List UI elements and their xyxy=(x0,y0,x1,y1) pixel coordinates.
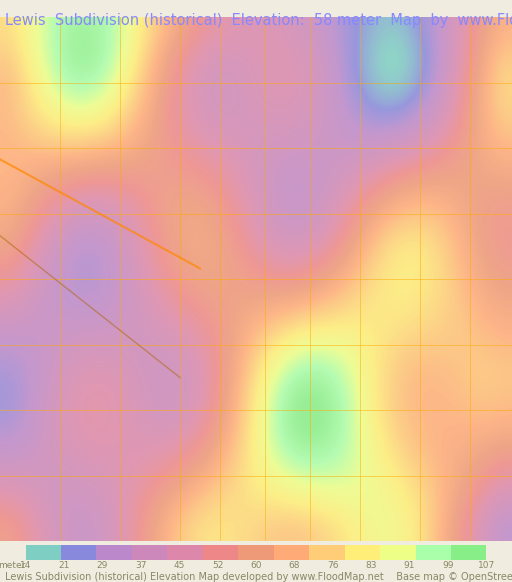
Text: 29: 29 xyxy=(97,560,108,570)
Text: 76: 76 xyxy=(327,560,338,570)
Text: 37: 37 xyxy=(135,560,146,570)
Bar xyxy=(26,545,61,560)
Bar xyxy=(167,545,203,560)
Text: 83: 83 xyxy=(366,560,377,570)
Text: Lewis Subdivision (historical) Elevation Map developed by www.FloodMap.net    Ba: Lewis Subdivision (historical) Elevation… xyxy=(5,572,512,582)
Text: 91: 91 xyxy=(404,560,415,570)
Bar xyxy=(416,545,451,560)
Text: 14: 14 xyxy=(20,560,31,570)
Text: 60: 60 xyxy=(250,560,262,570)
Bar xyxy=(345,545,380,560)
Bar xyxy=(380,545,416,560)
Text: 68: 68 xyxy=(289,560,300,570)
Bar xyxy=(274,545,309,560)
Text: 52: 52 xyxy=(212,560,223,570)
Text: 21: 21 xyxy=(58,560,70,570)
Text: Lewis  Subdivision (historical)  Elevation:  58 meter  Map  by  www.FloodMap.net: Lewis Subdivision (historical) Elevation… xyxy=(5,13,512,28)
Bar xyxy=(96,545,132,560)
Text: meter: meter xyxy=(0,560,25,570)
Bar xyxy=(238,545,274,560)
Bar xyxy=(309,545,345,560)
Bar xyxy=(203,545,238,560)
Text: 99: 99 xyxy=(442,560,454,570)
Bar xyxy=(61,545,96,560)
Text: 107: 107 xyxy=(478,560,495,570)
Bar xyxy=(451,545,486,560)
Bar xyxy=(132,545,167,560)
Text: 45: 45 xyxy=(174,560,185,570)
